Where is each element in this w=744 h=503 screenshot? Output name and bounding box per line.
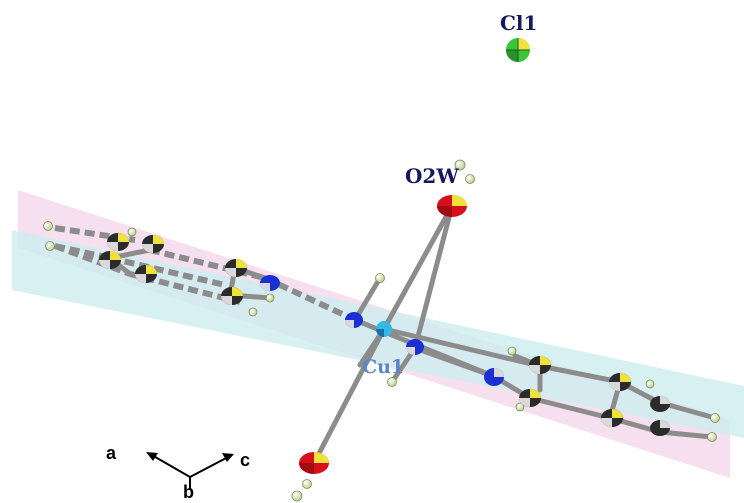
hydrogen-atom [507, 346, 517, 356]
axis-indicator: a b c [106, 443, 250, 502]
hydrogen-atom [465, 174, 475, 184]
carbon-atom [142, 235, 164, 253]
nitrogen-atom [345, 312, 363, 328]
oxygen-atom-lower [299, 452, 329, 474]
carbon-atom [221, 287, 243, 305]
hydrogen-atom [515, 402, 525, 412]
hydrogen-atom [710, 413, 720, 423]
hydrogen-atom [248, 307, 258, 317]
hydrogen-atoms [43, 159, 720, 502]
nitrogen-atom [260, 275, 280, 291]
hydrogen-atom [291, 490, 303, 502]
carbon-atom [225, 259, 247, 277]
nitrogen-atoms [260, 275, 504, 386]
chlorine-atom [506, 38, 530, 62]
cu1-label: Cu1 [362, 356, 404, 378]
carbon-atom [519, 389, 541, 407]
hydrogen-atom [265, 293, 275, 303]
hydrogen-atom [45, 241, 55, 251]
carbon-atom [529, 356, 551, 374]
o2w-label: O2W [405, 164, 459, 188]
nitrogen-atom [406, 339, 424, 355]
cl1-label: Cl1 [500, 11, 537, 35]
axis-c-label: c [240, 450, 250, 470]
hydrogen-atom [375, 273, 385, 283]
hydrogen-atom [645, 379, 655, 389]
nitrogen-atom [484, 368, 504, 386]
carbon-atom [650, 396, 670, 412]
hydrogen-atom [707, 432, 717, 442]
carbon-atom [135, 265, 157, 283]
hydrogen-atom [454, 159, 466, 171]
copper-atom [376, 321, 392, 337]
carbon-atom [107, 233, 129, 251]
hydrogen-atom [302, 479, 312, 489]
carbon-atom [609, 373, 631, 391]
carbon-atom [650, 420, 670, 436]
oxygen-atom-upper [437, 195, 467, 217]
solid-bonds [107, 203, 718, 466]
carbon-atoms [99, 233, 670, 436]
carbon-atom [99, 251, 121, 269]
hydrogen-atom [43, 221, 53, 231]
hydrogen-atom [127, 227, 137, 237]
carbon-atom [601, 409, 623, 427]
axis-b-label: b [183, 482, 194, 502]
axis-a-label: a [106, 443, 117, 463]
hydrogen-atom [387, 377, 397, 387]
